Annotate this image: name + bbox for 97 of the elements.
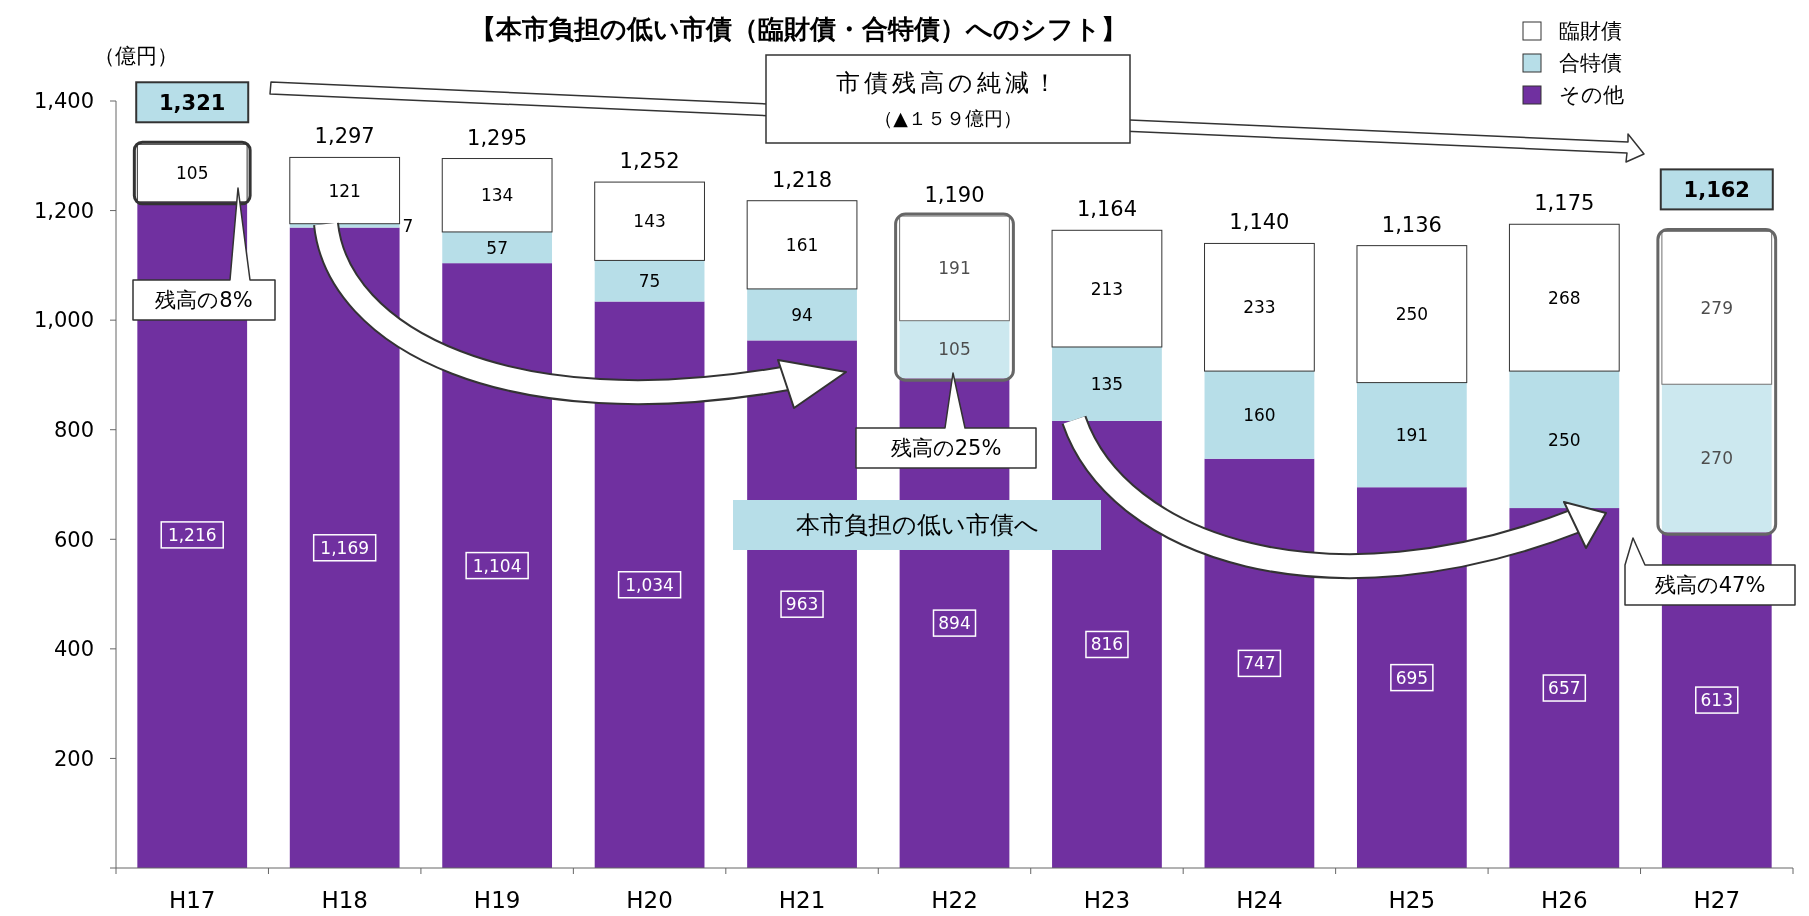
data-label: 191 — [1395, 424, 1429, 445]
data-label: 270 — [1700, 448, 1733, 469]
data-label: 191 — [938, 258, 971, 279]
bar — [1356, 487, 1467, 868]
data-label: 94 — [791, 304, 813, 325]
total-label: 1,162 — [1683, 177, 1750, 202]
data-label: 963 — [785, 594, 819, 615]
x-tick-label: H23 — [1083, 887, 1131, 913]
bar — [1509, 508, 1620, 868]
data-label: 105 — [176, 162, 209, 183]
data-label: 1,216 — [167, 524, 217, 545]
bar — [1356, 382, 1467, 488]
annotation: 残高の47% — [1654, 573, 1766, 598]
bar — [747, 288, 857, 341]
callout-box: 残高の8% — [132, 187, 276, 321]
data-label: 75 — [638, 270, 661, 291]
annotation: （▲１５９億円） — [874, 106, 1022, 129]
chart-title: 【本市負担の低い市債（臨財債・合特債）へのシフト】 — [469, 14, 1127, 44]
data-label: 105 — [938, 339, 971, 360]
total-label: 1,295 — [467, 125, 528, 150]
total-label: 1,252 — [619, 149, 680, 174]
text-box: 本市負担の低い市債へ — [733, 500, 1101, 550]
y-tick-label: 400 — [53, 637, 94, 662]
bar — [594, 181, 705, 261]
bar — [1204, 242, 1315, 372]
x-tick-label: H18 — [321, 887, 368, 913]
bar — [442, 263, 553, 868]
legend-label: 臨財債 — [1559, 19, 1622, 44]
data-label: 816 — [1090, 634, 1124, 655]
x-tick-label: H22 — [931, 887, 978, 913]
x-tick-label: H19 — [473, 887, 521, 913]
x-tick-label: H27 — [1693, 887, 1741, 913]
data-label: 894 — [938, 613, 971, 634]
data-label: 250 — [1548, 429, 1581, 450]
data-label: 657 — [1548, 677, 1581, 698]
total-label: 1,140 — [1229, 210, 1290, 235]
bar — [746, 200, 858, 290]
x-tick-label: H21 — [778, 887, 826, 913]
y-tick-label: 600 — [53, 527, 94, 552]
total-label: 1,136 — [1381, 212, 1442, 237]
data-label: 233 — [1243, 297, 1276, 318]
data-label: 213 — [1090, 278, 1124, 299]
bar — [1204, 371, 1315, 459]
y-tick-label: 1,200 — [33, 198, 94, 223]
bar — [289, 227, 400, 868]
total-label: 1,321 — [159, 90, 226, 115]
total-label: 1,218 — [771, 167, 833, 192]
annotation: 残高の8% — [155, 288, 253, 313]
annotation: 本市負担の低い市債へ — [795, 511, 1039, 540]
legend-label: 合特債 — [1559, 51, 1622, 76]
data-label: 160 — [1243, 404, 1276, 425]
bar — [441, 158, 553, 233]
x-tick-label: H24 — [1236, 887, 1283, 913]
bar — [1356, 245, 1468, 384]
y-axis-title: （億円） — [94, 44, 178, 68]
data-label: 613 — [1700, 690, 1733, 711]
bar — [1509, 371, 1620, 509]
data-label: 747 — [1243, 653, 1276, 674]
annotation: 残高の25% — [890, 436, 1002, 461]
data-label: 134 — [480, 185, 514, 206]
bar — [1051, 229, 1163, 348]
data-label: 121 — [328, 180, 361, 201]
y-tick-label: 800 — [53, 418, 94, 443]
data-label: 57 — [486, 237, 508, 258]
x-tick-label: H20 — [626, 887, 673, 913]
total-label: 1,164 — [1076, 197, 1138, 222]
callout-box: 残高の25% — [855, 372, 1037, 469]
total-label: 1,190 — [924, 183, 985, 208]
y-tick-label: 1,000 — [33, 308, 94, 333]
bar — [594, 301, 705, 868]
y-tick-label: 200 — [53, 746, 94, 771]
text-box: 市債残高の純減！ （▲１５９億円） — [765, 54, 1131, 144]
data-label: 1,169 — [320, 537, 370, 558]
bar — [442, 231, 553, 264]
bar — [1508, 223, 1620, 372]
bar — [594, 260, 705, 302]
data-label: 268 — [1548, 287, 1581, 308]
data-label: 1,034 — [625, 574, 674, 595]
data-label: 161 — [785, 234, 819, 255]
bar — [1204, 458, 1315, 868]
y-tick-label: 1,400 — [33, 89, 94, 114]
data-label: 695 — [1395, 667, 1429, 688]
total-label: 1,175 — [1534, 191, 1595, 216]
x-tick-label: H17 — [168, 887, 216, 913]
data-label: 250 — [1395, 304, 1429, 325]
data-label: 279 — [1700, 297, 1733, 318]
x-tick-label: H26 — [1541, 887, 1588, 913]
legend-label: その他 — [1559, 83, 1624, 108]
total-label: 1,297 — [314, 124, 375, 149]
data-label: 7 — [402, 215, 414, 236]
x-tick-label: H25 — [1388, 887, 1436, 913]
bar — [289, 156, 401, 225]
bar — [1052, 346, 1162, 421]
data-label: 1,104 — [472, 555, 522, 576]
callout-box: 残高の47% — [1624, 537, 1796, 606]
data-label: 143 — [633, 211, 666, 232]
data-label: 135 — [1090, 373, 1124, 394]
